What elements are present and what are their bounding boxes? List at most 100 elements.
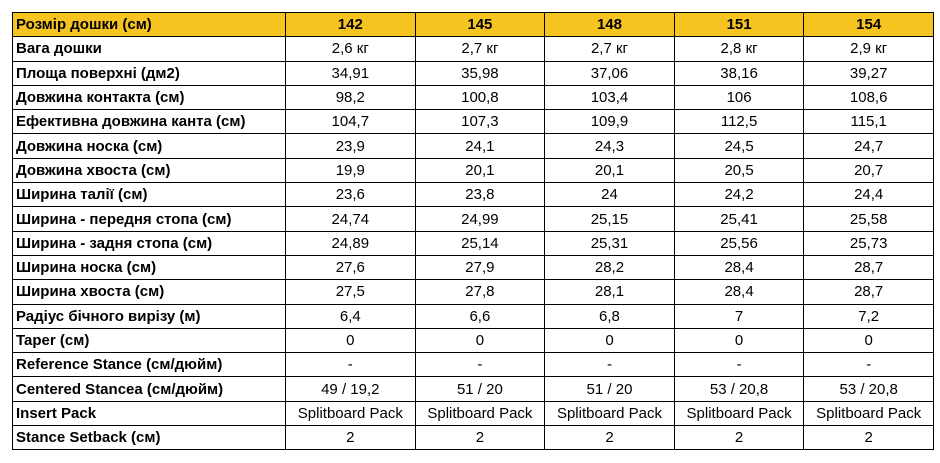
cell: 23,9 [285, 133, 416, 159]
cell: 28,2 [544, 254, 675, 281]
cell: 154 [803, 11, 934, 38]
cell: 19,9 [285, 157, 416, 184]
cell: 24 [544, 182, 675, 208]
cell: 25,14 [414, 230, 546, 256]
row-label: Довжина хвоста (см) [12, 157, 286, 184]
cell: 25,58 [803, 206, 934, 232]
row-label: Ширина талії (см) [12, 182, 286, 208]
cell: 38,16 [673, 60, 805, 86]
cell: 25,31 [544, 230, 675, 256]
cell: 20,7 [803, 157, 934, 184]
cell: 28,1 [544, 279, 675, 305]
table-row: Довжина хвоста (см) 19,9 20,1 20,1 20,5 20,7 [12, 157, 934, 184]
cell: 6,6 [414, 303, 546, 329]
cell: 23,8 [414, 182, 546, 208]
row-label: Centered Stancea (см/дюйм) [12, 376, 286, 402]
cell: 104,7 [285, 109, 416, 135]
row-label: Ширина хвоста (см) [12, 279, 286, 305]
cell: 115,1 [803, 109, 934, 135]
cell: - [414, 352, 546, 378]
cell: 6,8 [544, 303, 675, 329]
cell: 145 [414, 11, 546, 38]
cell: - [673, 352, 805, 378]
table-row: Ширина - задня стопа (см) 24,89 25,14 25,31… [12, 230, 934, 256]
cell: 7 [673, 303, 805, 329]
table-row: Ширина носка (см) 27,6 27,9 28,2 28,4 28,7 [12, 254, 934, 281]
cell: 0 [285, 327, 416, 354]
table-row: Ширина - передня стопа (см) 24,74 24,99 25,… [12, 206, 934, 232]
cell: Splitboard Pack [803, 400, 934, 427]
row-label: Reference Stance (см/дюйм) [12, 352, 286, 378]
cell: 27,8 [414, 279, 546, 305]
cell: 28,7 [803, 279, 934, 305]
row-label: Ширина - задня стопа (см) [12, 230, 286, 256]
cell: 2,9 кг [803, 36, 934, 62]
cell: 53 / 20,8 [803, 376, 934, 402]
cell: 24,74 [285, 206, 416, 232]
cell: 108,6 [803, 84, 934, 111]
cell: 2 [544, 425, 675, 451]
row-label: Вага дошки [12, 36, 286, 62]
cell: 2,7 кг [544, 36, 675, 62]
row-label: Insert Pack [12, 400, 286, 427]
cell: 112,5 [673, 109, 805, 135]
row-label: Площа поверхні (дм2) [12, 60, 286, 86]
table-row: Centered Stancea (см/дюйм) 49 / 19,2 51 / … [12, 376, 934, 402]
cell: 20,1 [414, 157, 546, 184]
cell: 34,91 [285, 60, 416, 86]
cell: 2,7 кг [414, 36, 546, 62]
cell: 24,3 [544, 133, 675, 159]
cell: 7,2 [803, 303, 934, 329]
cell: - [803, 352, 934, 378]
cell: 24,7 [803, 133, 934, 159]
table-row: Ширина талії (см) 23,6 23,8 24 24,2 24,4 [12, 182, 934, 208]
cell: 51 / 20 [544, 376, 675, 402]
cell: 25,73 [803, 230, 934, 256]
cell: - [285, 352, 416, 378]
cell: 24,5 [673, 133, 805, 159]
row-label: Радіус бічного вирізу (м) [12, 303, 286, 329]
cell: 23,6 [285, 182, 416, 208]
cell: 109,9 [544, 109, 675, 135]
cell: 25,56 [673, 230, 805, 256]
cell: 103,4 [544, 84, 675, 111]
cell: 2,6 кг [285, 36, 416, 62]
cell: 0 [673, 327, 805, 354]
cell: 0 [803, 327, 934, 354]
table-row: Stance Setback (см) 2 2 2 2 2 [12, 425, 934, 451]
table-row: Довжина носка (см) 23,9 24,1 24,3 24,5 24,7 [12, 133, 934, 159]
row-label: Ширина носка (см) [12, 254, 286, 281]
cell: 28,4 [673, 254, 805, 281]
cell: 2 [285, 425, 416, 451]
cell: 142 [285, 11, 416, 38]
row-label: Розмір дошки (см) [12, 11, 286, 38]
cell: 27,6 [285, 254, 416, 281]
spec-table: Розмір дошки (см) 142 145 148 151 154 Вага дош… [12, 11, 934, 451]
row-label: Ширина - передня стопа (см) [12, 206, 286, 232]
cell: 24,99 [414, 206, 546, 232]
cell: 2 [803, 425, 934, 451]
cell: 24,1 [414, 133, 546, 159]
cell: 98,2 [285, 84, 416, 111]
table-row: Reference Stance (см/дюйм) - - - - - [12, 352, 934, 378]
cell: 151 [673, 11, 805, 38]
table-row: Taper (см) 0 0 0 0 0 [12, 327, 934, 354]
row-label: Ефективна довжина канта (см) [12, 109, 286, 135]
table-row: Радіус бічного вирізу (м) 6,4 6,6 6,8 7 7,2 [12, 303, 934, 329]
cell: 27,9 [414, 254, 546, 281]
row-label: Taper (см) [12, 327, 286, 354]
cell: 24,2 [673, 182, 805, 208]
table-row: Ширина хвоста (см) 27,5 27,8 28,1 28,4 28,7 [12, 279, 934, 305]
table-row: Ефективна довжина канта (см) 104,7 107,3 10… [12, 109, 934, 135]
cell: 37,06 [544, 60, 675, 86]
table-row: Вага дошки 2,6 кг 2,7 кг 2,7 кг 2,8 кг 2,9 кг [12, 36, 934, 62]
cell: 2,8 кг [673, 36, 805, 62]
cell: Splitboard Pack [544, 400, 675, 427]
cell: Splitboard Pack [414, 400, 546, 427]
cell: 27,5 [285, 279, 416, 305]
cell: - [544, 352, 675, 378]
cell: 53 / 20,8 [673, 376, 805, 402]
table-row: Insert Pack Splitboard Pack Splitboard Pac… [12, 400, 934, 427]
cell: 20,5 [673, 157, 805, 184]
